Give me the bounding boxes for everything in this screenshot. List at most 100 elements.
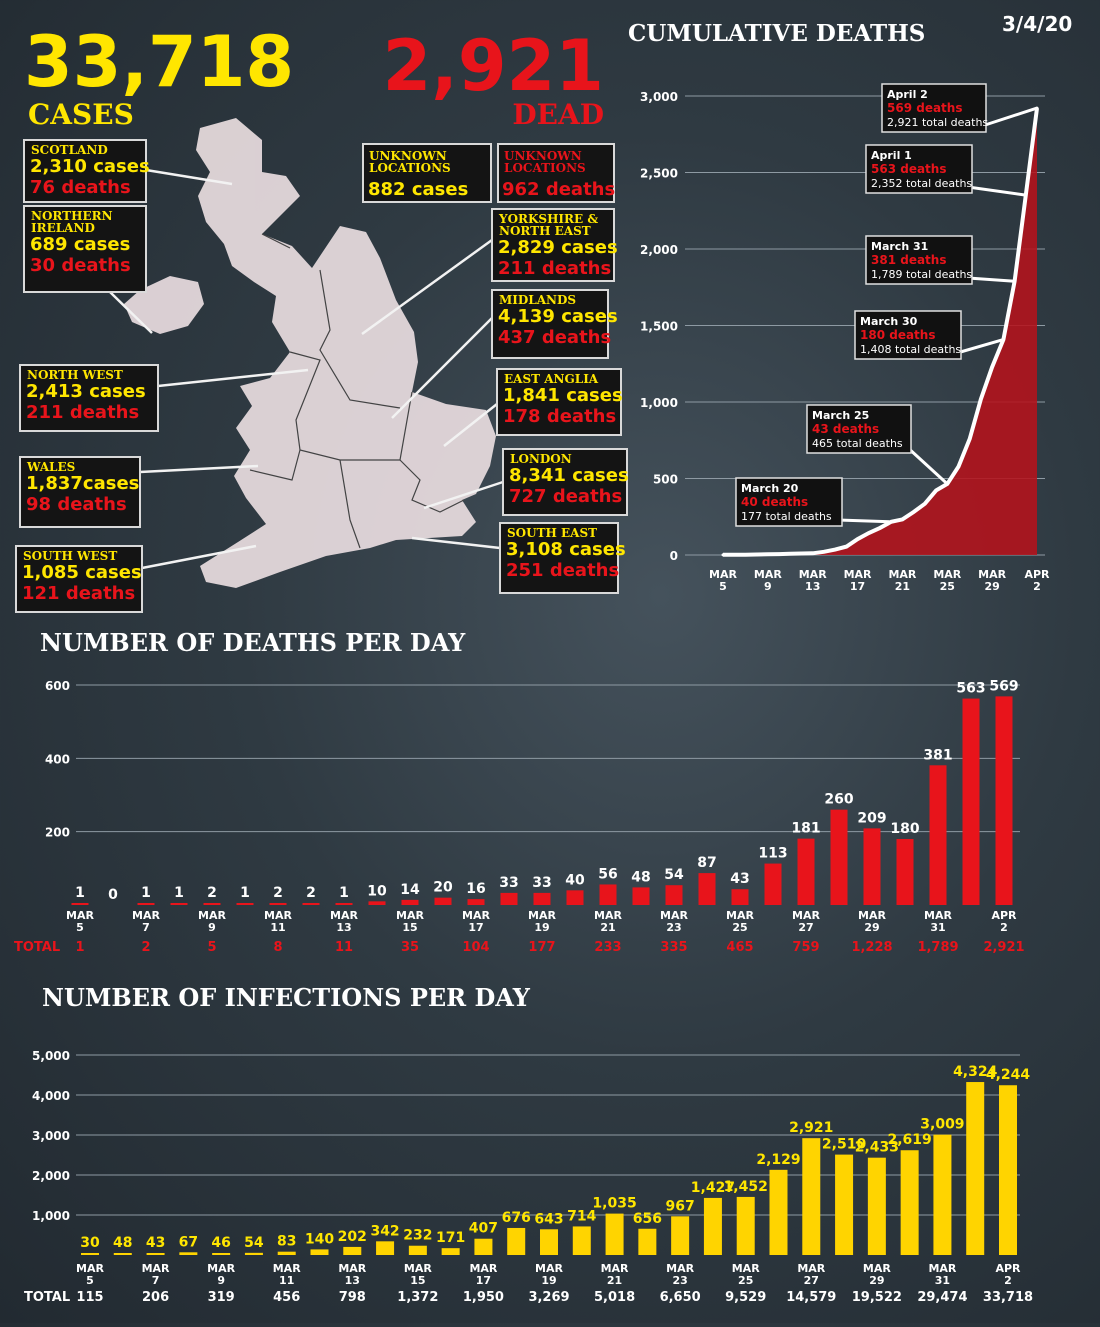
running-total-label: 8 xyxy=(273,940,282,955)
bar xyxy=(632,887,650,905)
cum-point xyxy=(968,437,972,441)
running-total-label: 5,018 xyxy=(594,1290,635,1305)
bar xyxy=(671,1216,690,1255)
infections-per-day-title: NUMBER OF INFECTIONS PER DAY xyxy=(42,983,531,1012)
cum-annotation-total: 1,408 total deaths xyxy=(860,343,961,356)
unknown-name: LOCATIONS xyxy=(369,161,451,175)
xtick-month: APR xyxy=(995,1262,1021,1275)
bar xyxy=(343,1246,362,1255)
bar xyxy=(113,1253,132,1255)
bar xyxy=(474,1238,493,1255)
region-deaths: 251 deaths xyxy=(506,560,619,581)
xtick-month: MAR xyxy=(732,1262,760,1275)
xtick-day: 27 xyxy=(804,1274,819,1287)
cum-point xyxy=(732,553,736,557)
cum-xtick-month: MAR xyxy=(844,568,872,581)
ytick-label: 1,000 xyxy=(32,1209,70,1223)
bar xyxy=(797,838,815,905)
bar xyxy=(867,1157,886,1255)
xtick-day: 11 xyxy=(279,1274,294,1287)
xtick-day: 27 xyxy=(798,921,813,934)
xtick-day: 5 xyxy=(76,921,84,934)
cum-annotation-deaths: 563 deaths xyxy=(871,162,946,176)
bar-value-label: 1 xyxy=(141,885,151,901)
cum-annotation-date: March 20 xyxy=(741,482,799,495)
bar-value-label: 381 xyxy=(923,747,952,763)
cum-xtick-day: 13 xyxy=(805,580,820,593)
bar-value-label: 342 xyxy=(370,1223,399,1239)
cum-annotation-total: 1,789 total deaths xyxy=(871,268,972,281)
running-total-label: 759 xyxy=(792,940,819,955)
cum-xtick-day: 5 xyxy=(719,580,727,593)
bar-value-label: 4,324 xyxy=(953,1064,998,1080)
bar-value-label: 2 xyxy=(207,885,217,901)
map-great-britain xyxy=(196,118,496,588)
bar-value-label: 714 xyxy=(567,1208,596,1224)
bar-value-label: 40 xyxy=(565,872,585,888)
bar-value-label: 20 xyxy=(433,880,453,896)
region-box-bg xyxy=(491,208,615,282)
total-cases-number: 33,718 xyxy=(24,21,294,103)
bar-value-label: 180 xyxy=(890,821,919,837)
xtick-day: 25 xyxy=(732,921,747,934)
running-total-label: 2 xyxy=(141,940,150,955)
cum-point xyxy=(923,502,927,506)
bar xyxy=(764,863,782,905)
cum-annotation-pointer xyxy=(981,106,1038,128)
date-label: 3/4/20 xyxy=(1002,12,1072,36)
cum-annotation-date: March 25 xyxy=(812,409,869,422)
cum-annotation-date: March 30 xyxy=(860,315,918,328)
bar-value-label: 48 xyxy=(631,869,650,885)
cum-ytick-label: 500 xyxy=(653,473,678,487)
running-total-label: 1,372 xyxy=(397,1290,438,1305)
cum-point xyxy=(721,553,725,557)
bar xyxy=(467,899,485,905)
bar-value-label: 30 xyxy=(80,1235,100,1251)
xtick-day: 9 xyxy=(217,1274,225,1287)
bar xyxy=(540,1229,558,1255)
leader-line-south-west xyxy=(141,544,257,570)
region-deaths: 121 deaths xyxy=(22,583,135,604)
bar xyxy=(212,1253,231,1255)
bar-value-label: 260 xyxy=(824,792,853,808)
region-deaths: 98 deaths xyxy=(26,494,127,515)
bar xyxy=(999,1085,1017,1255)
leader-line-north-west xyxy=(157,368,309,388)
bar-value-label: 3,009 xyxy=(920,1117,964,1133)
cum-point xyxy=(755,553,759,557)
cum-point xyxy=(766,552,770,556)
cum-annotation-date: March 31 xyxy=(871,240,928,253)
cum-annotation-total: 465 total deaths xyxy=(812,437,903,450)
bar xyxy=(137,903,155,905)
xtick-month: MAR xyxy=(863,1262,891,1275)
unknown-name: UNKNOWN xyxy=(369,149,447,163)
bar-value-label: 1,452 xyxy=(724,1179,768,1195)
region-cases: 1,837cases xyxy=(26,473,139,494)
bar xyxy=(929,765,947,905)
bar-value-label: 140 xyxy=(305,1231,334,1247)
bar-value-label: 0 xyxy=(108,887,118,903)
bar-value-label: 2,619 xyxy=(887,1132,931,1148)
xtick-month: MAR xyxy=(858,909,886,922)
bar xyxy=(71,903,89,905)
bar xyxy=(896,839,914,905)
bar-value-label: 407 xyxy=(469,1221,498,1237)
xtick-day: 21 xyxy=(600,921,615,934)
xtick-day: 29 xyxy=(869,1274,884,1287)
bar xyxy=(566,890,584,905)
xtick-day: 15 xyxy=(402,921,417,934)
running-total-label: 1,789 xyxy=(917,940,958,955)
bar-value-label: 209 xyxy=(857,810,886,826)
bar xyxy=(769,1169,788,1255)
cum-point xyxy=(856,537,860,541)
bar xyxy=(665,885,683,905)
bar-value-label: 232 xyxy=(403,1228,432,1244)
cum-annotation-total: 2,921 total deaths xyxy=(887,116,988,129)
bar-value-label: 656 xyxy=(633,1211,662,1227)
xtick-month: MAR xyxy=(142,1262,170,1275)
region-box-bg xyxy=(491,289,609,359)
cum-annotation-pointer xyxy=(967,276,1015,283)
